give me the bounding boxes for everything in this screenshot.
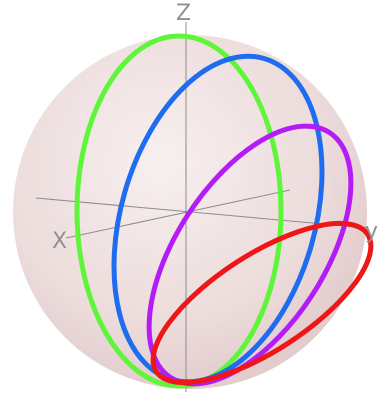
ring-green	[74, 33, 284, 389]
x-axis-line	[65, 189, 291, 239]
y-axis-label: y	[365, 219, 378, 244]
z-axis-label: Z	[176, 1, 191, 26]
ring-red	[150, 220, 374, 386]
y-axis-line	[35, 197, 369, 229]
x-axis-label: X	[52, 229, 67, 254]
ring-purple	[146, 123, 354, 387]
